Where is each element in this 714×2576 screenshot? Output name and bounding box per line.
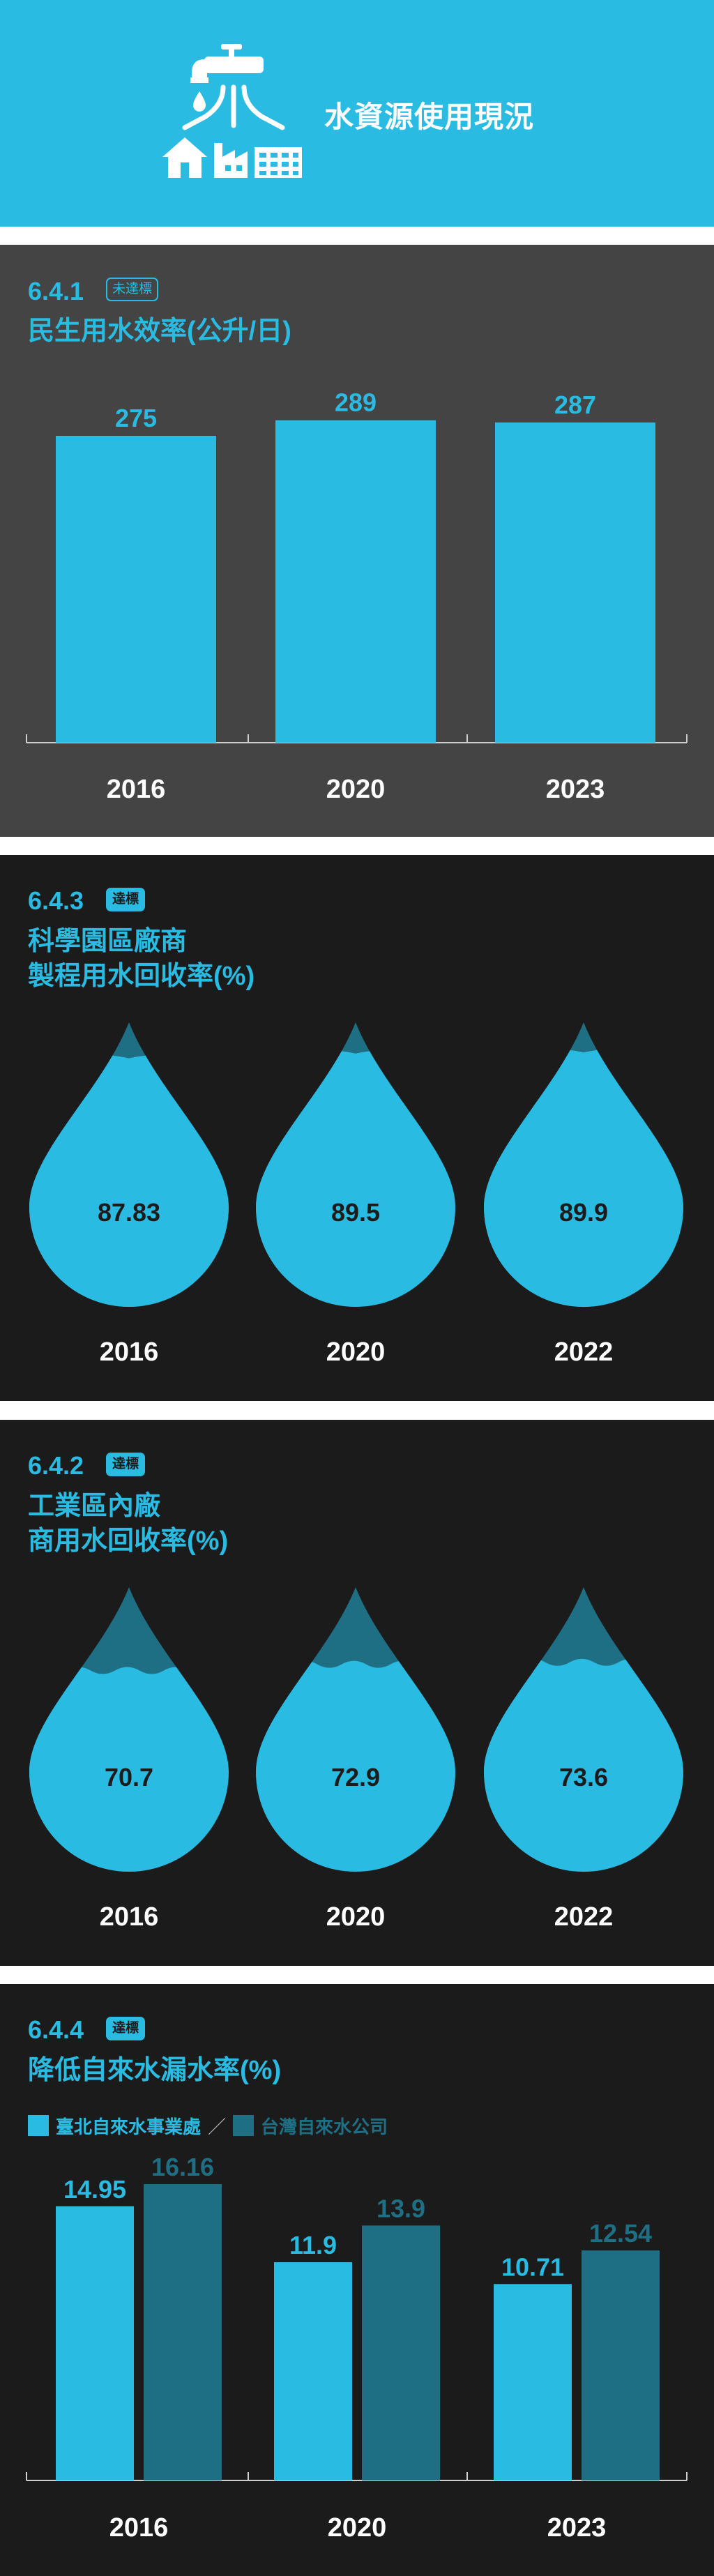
data-label: 14.95 (63, 2175, 126, 2204)
legend-swatch-taipei (28, 2115, 49, 2136)
x-tick-label: 2020 (326, 775, 386, 804)
indicator-code: 6.4.4 (28, 2015, 84, 2044)
bar-chart-domestic-water: 275 2016 289 2020 287 2023 (26, 388, 688, 804)
data-label: 289 (335, 388, 377, 417)
x-tick-label: 2023 (547, 2513, 607, 2543)
section-science-park-recycle: 6.4.3 達標 科學園區廠商 製程用水回收率(%) 87.83 2016 89.5… (0, 855, 714, 1401)
section-title-line-2: 製程用水回收率(%) (28, 962, 255, 991)
indicator-code: 6.4.2 (28, 1451, 84, 1480)
legend-label-taiwan: 台灣自來水公司 (261, 2116, 388, 2137)
drop-fill-level (256, 1660, 455, 1872)
section-leakage-rate: 6.4.4 達標 降低自來水漏水率(%) 臺北自來水事業處 ／ 台灣自來水公司 … (0, 1984, 714, 2576)
grouped-bar-chart-leakage: 14.95 16.16 2016 11.9 13.9 2020 10.71 12.54 2023 (26, 2153, 688, 2543)
water-drop (29, 1022, 229, 1308)
data-label: 11.9 (289, 2231, 337, 2259)
data-label: 12.54 (589, 2219, 652, 2248)
data-label: 70.7 (105, 1763, 153, 1791)
x-tick-label: 2016 (109, 2513, 169, 2543)
drop-chart-science-park: 87.83 2016 89.5 2020 89.9 2022 (29, 1022, 683, 1367)
x-tick-label: 2016 (100, 1902, 159, 1932)
status-badge: 達標 (106, 1453, 146, 1476)
data-label: 73.6 (559, 1763, 608, 1791)
status-badge: 未達標 (106, 278, 159, 301)
drop-fill-level (29, 1667, 229, 1872)
x-tick-label: 2023 (546, 775, 605, 804)
status-badge: 達標 (106, 2017, 146, 2040)
data-label: 87.83 (98, 1198, 160, 1227)
data-label: 13.9 (377, 2194, 425, 2222)
indicator-code: 6.4.1 (28, 277, 84, 305)
bar (582, 2250, 660, 2480)
bar (362, 2225, 440, 2480)
bar (494, 2284, 572, 2480)
legend-separator: ／ (208, 2116, 227, 2137)
bar (495, 422, 655, 743)
legend-label-taipei: 臺北自來水事業處 (56, 2116, 202, 2137)
section-title-line-1: 工業區內廠 (28, 1492, 161, 1521)
water-drop (484, 1587, 683, 1872)
data-label: 89.5 (331, 1198, 380, 1227)
bar (56, 2206, 134, 2480)
status-badge: 達標 (106, 888, 146, 911)
water-drop (29, 1587, 229, 1872)
x-tick-label: 2016 (107, 775, 166, 804)
header-banner: 水資源使用現況 (0, 0, 714, 227)
x-tick-label: 2020 (326, 1902, 386, 1932)
water-drop (256, 1587, 455, 1872)
x-tick-label: 2022 (554, 1902, 614, 1932)
section-title: 降低自來水漏水率(%) (28, 2056, 282, 2085)
section-industrial-zone-recycle: 6.4.2 達標 工業區內廠 商用水回收率(%) 70.7 2016 72.9 202… (0, 1420, 714, 1966)
section-domestic-water: 6.4.1 未達標 民生用水效率(公升/日) 275 2016 289 2020 287… (0, 245, 714, 837)
x-tick-label: 2022 (554, 1338, 614, 1367)
drop-fill-level (484, 1658, 683, 1872)
bar (144, 2183, 222, 2480)
drop-fill-level (484, 1049, 683, 1308)
section-title-line-1: 科學園區廠商 (28, 927, 188, 956)
water-drop (256, 1022, 455, 1307)
x-tick-label: 2020 (326, 1338, 386, 1367)
section-title-line-2: 商用水回收率(%) (28, 1526, 229, 1556)
data-label: 16.16 (151, 2153, 214, 2181)
indicator-code: 6.4.3 (28, 886, 84, 915)
drop-chart-industrial-zone: 70.7 2016 72.9 2020 73.6 2022 (29, 1587, 683, 1932)
data-label: 72.9 (331, 1763, 380, 1791)
data-label: 10.71 (501, 2252, 564, 2281)
page-title: 水資源使用現況 (324, 100, 535, 133)
bar (275, 420, 436, 743)
data-label: 287 (554, 391, 596, 419)
legend-swatch-taiwan (233, 2115, 255, 2136)
x-tick-label: 2016 (100, 1338, 159, 1367)
drop-fill-level (256, 1050, 455, 1307)
data-label: 89.9 (559, 1198, 608, 1227)
drop-fill-level (29, 1054, 229, 1308)
data-label: 275 (115, 404, 157, 432)
chart-legend: 臺北自來水事業處 ／ 台灣自來水公司 (28, 2112, 388, 2139)
section-title: 民生用水效率(公升/日) (28, 317, 291, 346)
bar (274, 2262, 352, 2480)
faucet-water-icon (162, 44, 302, 178)
bar (56, 436, 216, 743)
x-tick-label: 2020 (328, 2513, 387, 2543)
water-drop (484, 1022, 683, 1308)
